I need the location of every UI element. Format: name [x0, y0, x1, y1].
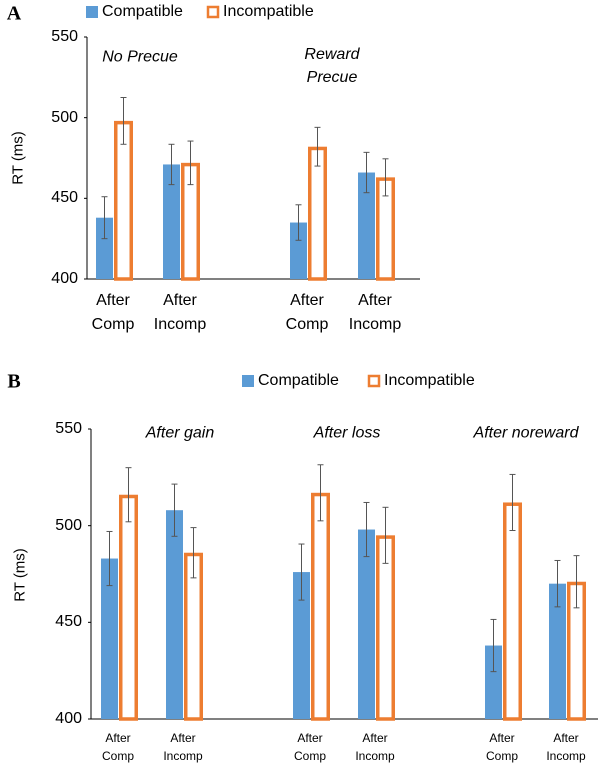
y-tick-label: 500 — [55, 516, 82, 534]
bar — [549, 583, 566, 719]
bar — [376, 535, 395, 721]
x-tick-label: After Incomp — [355, 731, 395, 763]
x-tick-label: After Comp — [285, 292, 329, 333]
y-tick-label: 550 — [51, 28, 78, 45]
bar — [503, 502, 522, 721]
bar — [166, 510, 183, 719]
x-tick-label: After Comp — [91, 292, 135, 333]
x-tick-label: After Comp — [485, 731, 518, 763]
bar — [358, 172, 375, 279]
x-tick-label: After Incomp — [348, 292, 402, 333]
bar — [485, 645, 502, 719]
bar — [290, 222, 307, 279]
legend-label: Compatible — [102, 3, 183, 20]
bar — [101, 558, 118, 719]
y-tick-label: 400 — [51, 270, 78, 287]
bar — [119, 494, 138, 721]
group-label: After gain — [145, 424, 215, 442]
y-axis-label: RT (ms) — [11, 548, 29, 602]
bar — [114, 120, 133, 281]
y-tick-label: 550 — [55, 420, 82, 437]
bar — [358, 529, 375, 719]
legend-swatch — [242, 375, 254, 387]
bar — [308, 146, 327, 281]
bar — [184, 552, 203, 721]
legend-label: Compatible — [258, 372, 339, 389]
y-tick-label: 450 — [55, 613, 82, 631]
y-tick-label: 500 — [51, 108, 78, 126]
legend-label: Incompatible — [223, 3, 314, 20]
group-label: No Precue — [102, 48, 178, 66]
legend-swatch — [367, 374, 381, 388]
bar — [163, 164, 180, 279]
group-label: Reward Precue — [304, 46, 360, 86]
bar — [311, 492, 330, 721]
bar — [293, 572, 310, 719]
group-label: After noreward — [473, 424, 579, 442]
x-tick-label: After Incomp — [153, 292, 207, 333]
bar — [96, 217, 113, 279]
y-tick-label: 450 — [51, 189, 78, 207]
y-axis-label: RT (ms) — [9, 131, 27, 185]
legend-swatch — [206, 5, 220, 19]
x-tick-label: After Comp — [293, 731, 326, 763]
x-tick-label: After Incomp — [163, 731, 203, 763]
x-tick-label: After Comp — [101, 731, 134, 763]
panel-label: A — [6, 2, 22, 25]
x-tick-label: After Incomp — [546, 731, 586, 763]
legend-label: Incompatible — [384, 372, 475, 389]
group-label: After loss — [313, 424, 381, 442]
legend-swatch — [86, 6, 98, 18]
panel-label: B — [7, 370, 21, 393]
y-tick-label: 400 — [55, 710, 82, 727]
